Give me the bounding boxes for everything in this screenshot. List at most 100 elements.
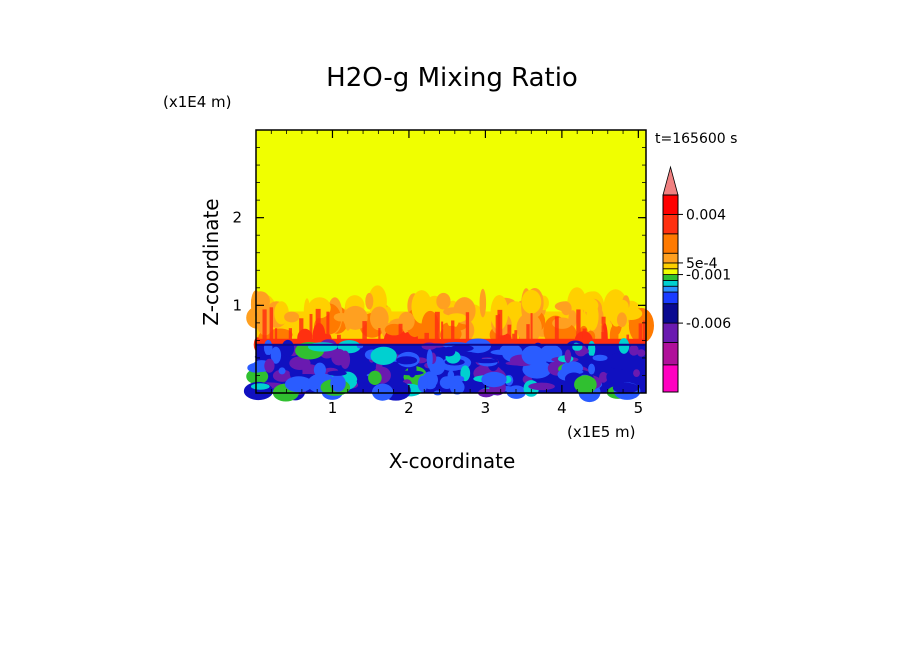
plume-streak: [315, 308, 321, 345]
colorbar-band: [662, 285, 679, 293]
plume-streak: [554, 316, 559, 345]
colorbar-labels: 0.004 5e-4-0.001 -0.006: [678, 207, 731, 332]
field-blob: [370, 346, 397, 365]
field-blob: [388, 345, 417, 354]
field-blob: [330, 374, 346, 392]
y-scale-label: (x1E4 m): [163, 93, 232, 111]
middle-boundary-band: [256, 338, 646, 345]
plume-streak: [262, 309, 267, 345]
field-blob: [440, 325, 462, 343]
colorbar-band: [662, 233, 679, 254]
field-blob: [574, 375, 597, 394]
time-label: t=165600 s: [655, 131, 737, 147]
field-blob: [289, 356, 311, 371]
field-blob: [451, 375, 465, 383]
field-blob: [342, 305, 368, 330]
plot-area: [243, 130, 654, 403]
field-blob: [586, 301, 599, 331]
plume-streak: [601, 316, 606, 345]
field-blob: [313, 362, 326, 378]
colorbar-band: [662, 194, 679, 215]
x-scale-label: (x1E5 m): [567, 423, 636, 441]
field-blob: [308, 297, 331, 319]
colorbar-band: [662, 214, 679, 235]
y-axis-label: Z-coordinate: [199, 198, 223, 325]
plume-streak: [398, 323, 403, 345]
colorbar-extend-triangle: [662, 165, 679, 196]
field-blob: [303, 298, 311, 331]
field-blob: [439, 376, 455, 389]
field-blob: [327, 370, 347, 376]
y-tick-label: 1: [232, 296, 242, 314]
field-blob: [272, 369, 292, 382]
colorbar-band: [662, 303, 679, 324]
field-blob: [264, 358, 275, 373]
field-blob: [368, 370, 382, 385]
field-blob: [307, 342, 338, 352]
field-blob: [450, 344, 474, 352]
field-blob: [587, 340, 596, 357]
field-blob: [263, 339, 273, 356]
colorbar-band: [662, 322, 679, 343]
x-axis-label: X-coordinate: [389, 449, 516, 473]
field-blob: [278, 367, 286, 375]
colorbar-tick-label: -0.001: [686, 268, 731, 284]
plume-streak: [530, 313, 533, 345]
plume-streak: [362, 321, 367, 345]
field-blob: [446, 313, 467, 323]
field-blob: [250, 383, 270, 390]
colorbar-tick-label: 0.004: [686, 207, 726, 223]
field-blob: [521, 289, 542, 314]
field-blob: [270, 346, 282, 364]
colorbar-band: [662, 262, 679, 270]
field-blob: [481, 371, 507, 388]
y-axis-ticks: 12: [232, 209, 646, 314]
field-blob: [284, 311, 300, 323]
field-blob: [618, 338, 630, 354]
field-blob: [637, 349, 646, 357]
plume-streak: [642, 320, 646, 345]
colorbar: [662, 165, 679, 393]
field-blob: [340, 350, 351, 369]
field-blob: [612, 382, 639, 394]
field-blob: [284, 376, 313, 393]
field-blob: [521, 345, 545, 366]
plume-streak: [288, 328, 292, 345]
colorbar-band: [662, 342, 679, 366]
field-blob: [588, 363, 596, 375]
field-blob: [606, 368, 627, 386]
colorbar-frame: [662, 194, 679, 393]
colorbar-band: [662, 364, 679, 393]
plume-streak: [576, 309, 581, 345]
plume-streak: [378, 328, 381, 345]
field-blob: [436, 292, 451, 310]
plume-streak: [495, 315, 499, 345]
field-blob: [474, 358, 499, 364]
x-tick-label: 4: [557, 399, 567, 417]
field-blob: [333, 312, 349, 322]
plume-streak: [441, 321, 444, 345]
field-blob: [281, 339, 295, 357]
field-blob: [426, 349, 433, 369]
plume-streak: [434, 311, 440, 345]
chart-title: H2O-g Mixing Ratio: [326, 63, 578, 93]
field-blob: [479, 288, 487, 318]
field-blob: [369, 306, 389, 331]
plume-streak: [526, 324, 530, 345]
field-blob: [396, 356, 418, 365]
colorbar-tick-label: 5e-4: [686, 256, 718, 272]
x-tick-label: 3: [481, 399, 491, 417]
field-blob: [598, 371, 608, 383]
x-tick-label: 1: [328, 399, 338, 417]
field-blob: [490, 349, 520, 356]
field-blob: [528, 382, 555, 391]
field-blob: [246, 368, 269, 385]
field-blob: [628, 344, 639, 356]
plume-streak: [309, 313, 313, 345]
plume-streak: [514, 330, 518, 345]
field-blob: [337, 340, 361, 354]
field-blob: [417, 375, 428, 392]
plot-frame: [255, 129, 647, 394]
field-blob: [607, 352, 636, 370]
